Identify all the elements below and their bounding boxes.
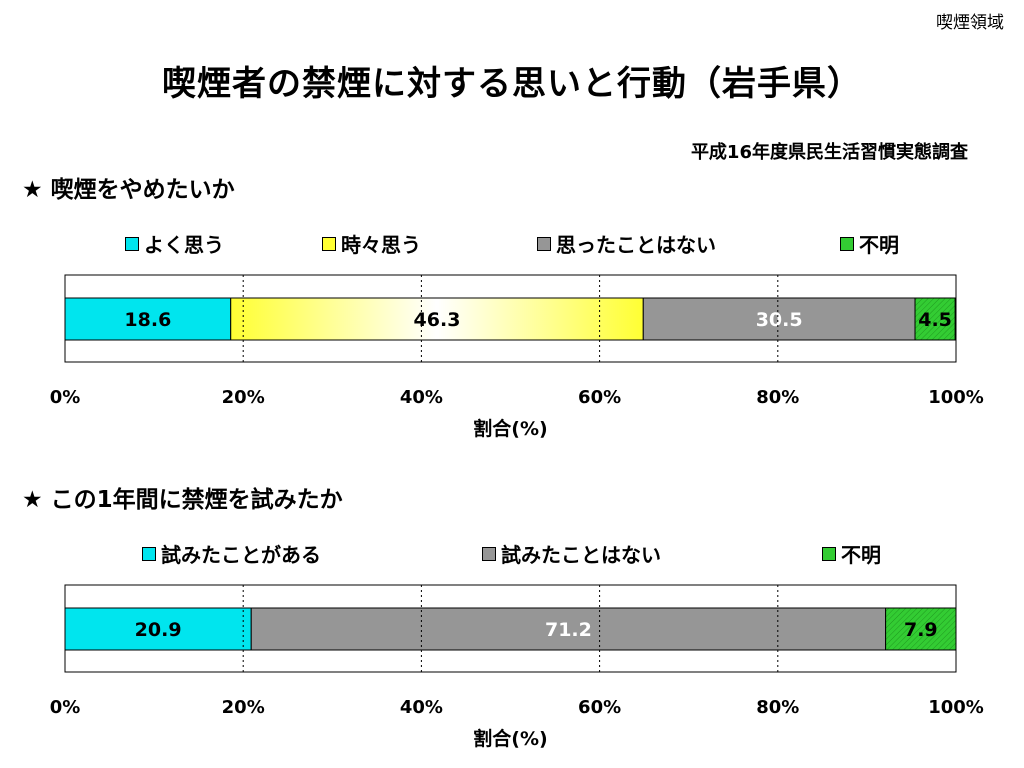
x-tick-label: 100%: [928, 387, 984, 408]
legend-label: 思ったことはない: [556, 233, 716, 257]
chart-1: よく思う 時々思う 思ったことはない 不明 18.6 46.3 30.5 4.5 0% 20% 4…: [0, 225, 1024, 450]
legend-swatch: [482, 546, 496, 561]
legend-label: 試みたことはない: [501, 543, 661, 567]
x-tick-label: 60%: [578, 697, 621, 718]
chart-2: 試みたことがある 試みたことはない 不明 20.9 71.2 7.9 0% 20% 40% 60…: [0, 535, 1024, 760]
legend-item: 不明: [822, 539, 881, 568]
chart-1-legend: よく思う 時々思う 思ったことはない 不明: [0, 225, 1024, 258]
bar-segment-3: [885, 607, 957, 651]
legend-swatch: [322, 236, 336, 251]
x-tick-label: 60%: [578, 387, 621, 408]
x-axis-label: 割合(%): [473, 417, 547, 440]
x-tick-label: 80%: [756, 697, 799, 718]
bar-segment-2: [230, 297, 644, 341]
data-label-2: 46.3: [414, 309, 461, 331]
page-title: 喫煙者の禁煙に対する思いと行動（岩手県）: [162, 64, 862, 104]
bar-segment-2: [250, 607, 887, 651]
x-tick-label: 0%: [50, 387, 81, 408]
legend-item: 不明: [840, 229, 899, 258]
legend-label: 試みたことがある: [161, 543, 321, 567]
x-tick-label: 80%: [756, 387, 799, 408]
bar-segment-4: [914, 297, 956, 341]
data-label-2: 71.2: [545, 619, 592, 641]
x-tick-label: 100%: [928, 697, 984, 718]
legend-swatch: [840, 236, 854, 251]
corner-label: 喫煙領域: [936, 13, 1004, 33]
legend-swatch: [537, 236, 551, 251]
data-label-3: 30.5: [756, 309, 803, 331]
chart-2-plot: 20.9 71.2 7.9 0% 20% 40% 60% 80% 100% 割合(%): [50, 584, 984, 750]
bar-segment-3: [642, 297, 916, 341]
legend-item: 試みたことはない: [482, 539, 661, 568]
chart-2-heading: ★ この1年間に禁煙を試みたか: [22, 487, 343, 513]
data-label-4: 4.5: [918, 309, 952, 331]
data-label-3: 7.9: [904, 619, 938, 641]
bar-segment-1: [64, 607, 252, 651]
legend-label: 時々思う: [341, 233, 421, 257]
legend-label: 不明: [841, 543, 881, 567]
x-tick-label: 40%: [400, 387, 443, 408]
legend-swatch: [822, 546, 836, 561]
x-axis-label: 割合(%): [473, 727, 547, 750]
x-tick-label: 0%: [50, 697, 81, 718]
x-tick-label: 20%: [222, 697, 265, 718]
x-tick-label: 20%: [222, 387, 265, 408]
chart-2-legend: 試みたことがある 試みたことはない 不明: [0, 535, 1024, 568]
legend-label: よく思う: [144, 233, 224, 257]
x-tick-label: 40%: [400, 697, 443, 718]
survey-source: 平成16年度県民生活習慣実態調査: [690, 142, 968, 163]
data-label-1: 18.6: [124, 309, 171, 331]
chart-1-plot: 18.6 46.3 30.5 4.5 0% 20% 40% 60% 80% 100% 割合(%): [50, 274, 984, 440]
legend-item: 思ったことはない: [537, 229, 716, 258]
legend-item: よく思う: [125, 229, 224, 258]
chart-1-heading: ★ 喫煙をやめたいか: [22, 177, 235, 203]
legend-swatch: [125, 236, 139, 251]
legend-item: 時々思う: [322, 229, 421, 258]
legend-swatch: [142, 546, 156, 561]
data-label-1: 20.9: [135, 619, 182, 641]
legend-item: 試みたことがある: [142, 539, 321, 568]
legend-label: 不明: [859, 233, 899, 257]
